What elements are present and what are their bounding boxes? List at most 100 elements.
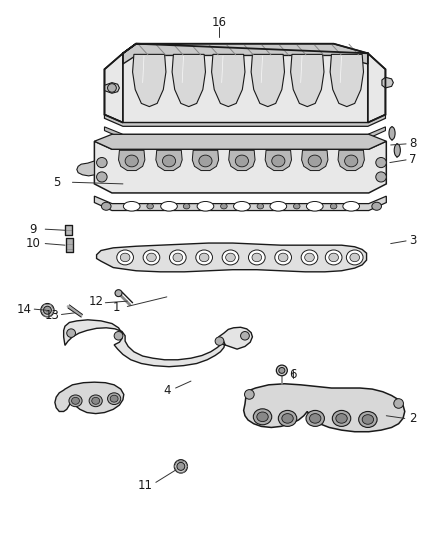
Polygon shape — [104, 127, 385, 139]
Ellipse shape — [375, 158, 385, 168]
Ellipse shape — [147, 204, 153, 209]
Ellipse shape — [293, 204, 300, 209]
Ellipse shape — [96, 158, 107, 168]
Polygon shape — [228, 150, 254, 171]
Ellipse shape — [309, 414, 320, 423]
Ellipse shape — [240, 332, 249, 340]
Ellipse shape — [281, 414, 293, 423]
Ellipse shape — [330, 204, 336, 209]
Text: 12: 12 — [88, 295, 103, 308]
Ellipse shape — [305, 410, 324, 426]
Ellipse shape — [177, 462, 184, 471]
Polygon shape — [96, 243, 366, 272]
Ellipse shape — [388, 127, 394, 140]
Ellipse shape — [114, 332, 123, 340]
Ellipse shape — [371, 203, 381, 211]
Polygon shape — [123, 44, 367, 64]
Ellipse shape — [107, 84, 116, 92]
Ellipse shape — [125, 155, 138, 167]
Ellipse shape — [375, 172, 385, 182]
Polygon shape — [192, 150, 218, 171]
Ellipse shape — [143, 250, 159, 265]
Ellipse shape — [96, 172, 107, 182]
Ellipse shape — [233, 201, 250, 211]
Polygon shape — [66, 238, 73, 252]
Ellipse shape — [92, 398, 99, 404]
Polygon shape — [337, 150, 364, 171]
Ellipse shape — [123, 201, 140, 211]
Polygon shape — [65, 225, 72, 235]
Ellipse shape — [235, 155, 248, 167]
Ellipse shape — [304, 253, 314, 262]
Ellipse shape — [174, 459, 187, 473]
Ellipse shape — [256, 204, 263, 209]
Ellipse shape — [256, 412, 268, 422]
Polygon shape — [104, 115, 385, 126]
Ellipse shape — [220, 204, 227, 209]
Ellipse shape — [225, 253, 235, 262]
Polygon shape — [329, 54, 363, 107]
Text: 8: 8 — [408, 138, 415, 150]
Ellipse shape — [358, 411, 376, 427]
Text: 7: 7 — [408, 154, 416, 166]
Ellipse shape — [300, 250, 317, 265]
Polygon shape — [211, 54, 244, 107]
Text: 1: 1 — [112, 301, 120, 314]
Ellipse shape — [41, 304, 54, 317]
Ellipse shape — [332, 410, 350, 426]
Ellipse shape — [325, 250, 341, 265]
Ellipse shape — [361, 415, 373, 424]
Ellipse shape — [342, 201, 359, 211]
Ellipse shape — [107, 393, 120, 405]
Text: 2: 2 — [408, 412, 416, 425]
Ellipse shape — [271, 155, 284, 167]
Ellipse shape — [306, 201, 322, 211]
Ellipse shape — [117, 250, 133, 265]
Text: 6: 6 — [289, 368, 297, 381]
Ellipse shape — [278, 410, 296, 426]
Ellipse shape — [198, 155, 212, 167]
Ellipse shape — [344, 155, 357, 167]
Text: 3: 3 — [408, 235, 415, 247]
Polygon shape — [94, 141, 385, 193]
Ellipse shape — [307, 155, 321, 167]
Polygon shape — [155, 150, 182, 171]
Ellipse shape — [349, 253, 359, 262]
Polygon shape — [172, 54, 205, 107]
Polygon shape — [77, 161, 94, 176]
Text: 9: 9 — [29, 223, 37, 236]
Ellipse shape — [197, 201, 213, 211]
Ellipse shape — [269, 201, 286, 211]
Ellipse shape — [274, 250, 291, 265]
Ellipse shape — [244, 390, 254, 399]
Ellipse shape — [162, 155, 175, 167]
Ellipse shape — [248, 250, 265, 265]
Ellipse shape — [169, 250, 186, 265]
Ellipse shape — [101, 203, 111, 211]
Polygon shape — [251, 54, 284, 107]
Ellipse shape — [328, 253, 338, 262]
Ellipse shape — [160, 201, 177, 211]
Ellipse shape — [146, 253, 156, 262]
Ellipse shape — [199, 253, 208, 262]
Ellipse shape — [115, 290, 122, 296]
Ellipse shape — [335, 414, 346, 423]
Polygon shape — [243, 384, 404, 432]
Text: 16: 16 — [212, 16, 226, 29]
Polygon shape — [132, 54, 166, 107]
Polygon shape — [55, 382, 124, 414]
Polygon shape — [290, 54, 323, 107]
Ellipse shape — [67, 329, 75, 337]
Ellipse shape — [251, 253, 261, 262]
Polygon shape — [94, 196, 385, 211]
Ellipse shape — [173, 253, 182, 262]
Polygon shape — [94, 134, 385, 149]
Ellipse shape — [393, 144, 399, 157]
Ellipse shape — [393, 399, 403, 408]
Polygon shape — [118, 150, 145, 171]
Text: 14: 14 — [17, 303, 32, 316]
Polygon shape — [265, 150, 291, 171]
Ellipse shape — [253, 409, 271, 425]
Polygon shape — [104, 83, 119, 93]
Text: 5: 5 — [53, 176, 60, 189]
